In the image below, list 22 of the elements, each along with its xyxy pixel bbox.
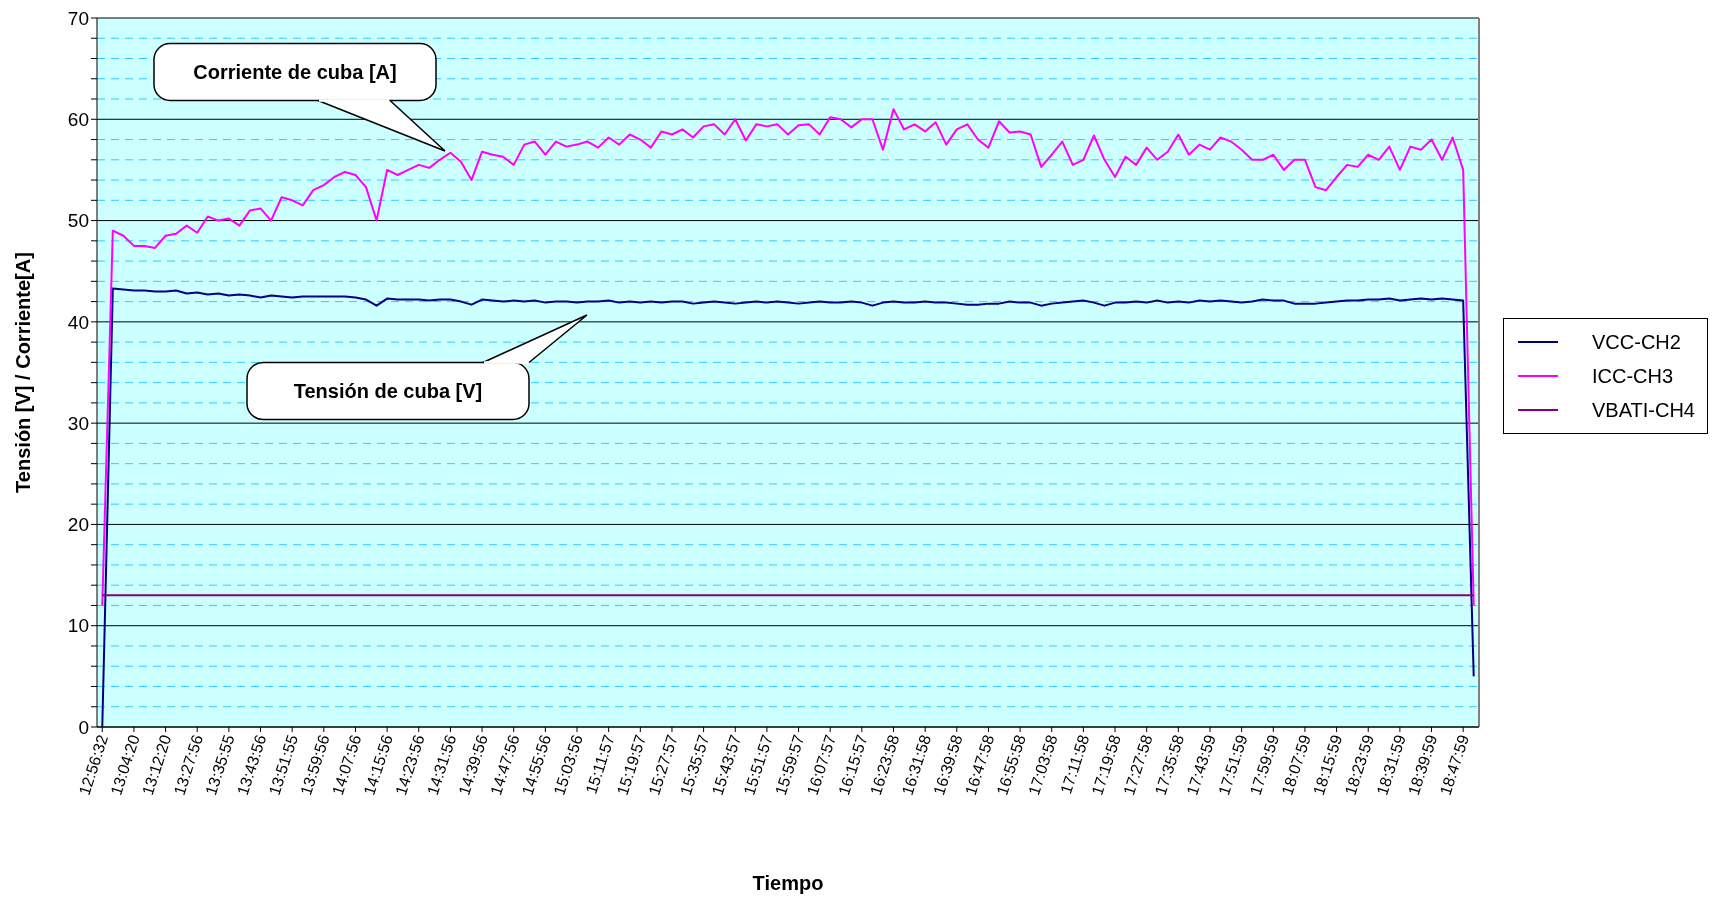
x-tick-label: 18:47:59	[1436, 732, 1473, 798]
annotation: Tensión de cuba [V]	[293, 380, 483, 402]
line-series	[101, 287, 1475, 727]
y-tick-label: 60	[67, 109, 89, 131]
x-tick-label: 13:51:55	[265, 732, 302, 798]
y-tick-label: 10	[67, 615, 89, 637]
y-tick-label: 20	[67, 514, 89, 536]
x-axis-title: Tiempo	[752, 872, 824, 894]
x-tick-label: 18:23:59	[1341, 732, 1378, 798]
y-axis-title: Tensión [V] / Corriente[A]	[12, 252, 34, 493]
legend-label: VBATI-CH4	[1592, 398, 1695, 422]
y-tick-label: 50	[67, 210, 89, 232]
y-tick-label: 30	[67, 412, 89, 434]
annotation: Corriente de cuba [A]	[193, 61, 397, 83]
callout-bubble: Tensión de cuba [V]	[246, 314, 588, 421]
y-tick-label: 70	[67, 7, 89, 29]
legend-label: ICC-CH3	[1592, 364, 1674, 388]
line-series	[101, 108, 1475, 607]
y-tick-label: 40	[67, 311, 89, 333]
x-tick-label: 17:59:59	[1246, 732, 1283, 798]
y-tick-label: 0	[78, 716, 89, 738]
legend-label: VCC-CH2	[1592, 330, 1681, 354]
